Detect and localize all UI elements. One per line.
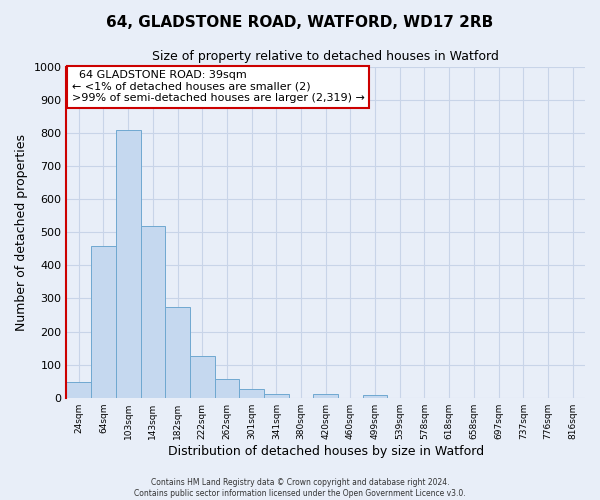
X-axis label: Distribution of detached houses by size in Watford: Distribution of detached houses by size … [167,444,484,458]
Bar [140,226,165,398]
Text: Contains HM Land Registry data © Crown copyright and database right 2024.
Contai: Contains HM Land Registry data © Crown c… [134,478,466,498]
Y-axis label: Number of detached properties: Number of detached properties [15,134,28,331]
Bar [239,390,264,398]
Bar [313,394,338,398]
Bar [116,130,140,398]
Bar [67,382,91,398]
Text: 64, GLADSTONE ROAD, WATFORD, WD17 2RB: 64, GLADSTONE ROAD, WATFORD, WD17 2RB [106,15,494,30]
Bar [91,246,116,398]
Text: 64 GLADSTONE ROAD: 39sqm
← <1% of detached houses are smaller (2)
>99% of semi-d: 64 GLADSTONE ROAD: 39sqm ← <1% of detach… [71,70,364,104]
Bar [363,395,388,398]
Bar [215,378,239,398]
Bar [190,356,215,398]
Bar [165,306,190,398]
Bar [264,394,289,398]
Title: Size of property relative to detached houses in Watford: Size of property relative to detached ho… [152,50,499,63]
